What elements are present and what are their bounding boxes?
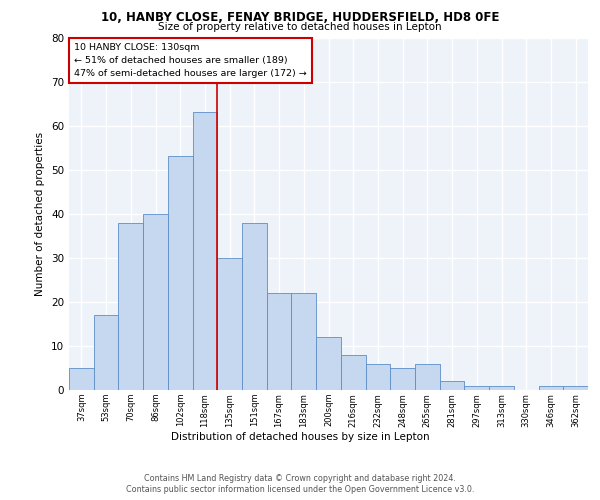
Bar (390, 368, 415, 390)
Text: Contains HM Land Registry data © Crown copyright and database right 2024.: Contains HM Land Registry data © Crown c… (144, 474, 456, 483)
Bar (217, 258, 242, 390)
Bar (69, 368, 94, 390)
Text: Distribution of detached houses by size in Lepton: Distribution of detached houses by size … (170, 432, 430, 442)
Bar (563, 386, 588, 390)
Text: Size of property relative to detached houses in Lepton: Size of property relative to detached ho… (158, 22, 442, 32)
Y-axis label: Number of detached properties: Number of detached properties (35, 132, 46, 296)
Bar (415, 364, 440, 390)
Bar (440, 381, 464, 390)
Bar (489, 386, 514, 390)
Bar (341, 355, 365, 390)
Bar (365, 364, 390, 390)
Bar (118, 222, 143, 390)
Bar (464, 386, 489, 390)
Bar (242, 222, 267, 390)
Bar (316, 337, 341, 390)
Bar (292, 293, 316, 390)
Bar (94, 315, 118, 390)
Text: 10, HANBY CLOSE, FENAY BRIDGE, HUDDERSFIELD, HD8 0FE: 10, HANBY CLOSE, FENAY BRIDGE, HUDDERSFI… (101, 11, 499, 24)
Bar (267, 293, 292, 390)
Bar (539, 386, 563, 390)
Text: 10 HANBY CLOSE: 130sqm
← 51% of detached houses are smaller (189)
47% of semi-de: 10 HANBY CLOSE: 130sqm ← 51% of detached… (74, 43, 307, 78)
Bar (193, 112, 217, 390)
Bar (168, 156, 193, 390)
Text: Contains public sector information licensed under the Open Government Licence v3: Contains public sector information licen… (126, 485, 474, 494)
Bar (143, 214, 168, 390)
